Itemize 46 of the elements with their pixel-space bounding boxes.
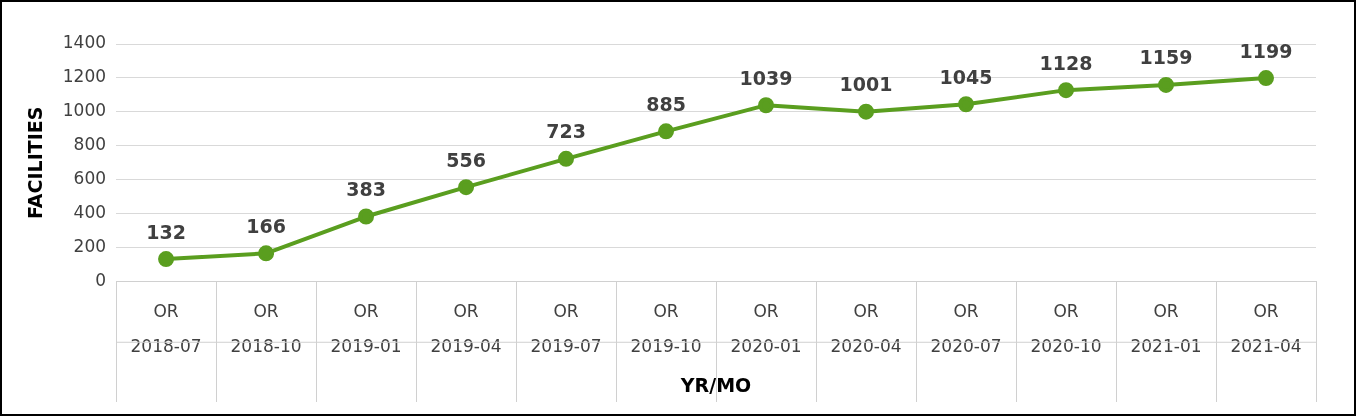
data-label: 723 [546, 120, 586, 143]
y-tick-label: 800 [73, 134, 107, 155]
y-tick-label: 1000 [62, 100, 107, 121]
x-tick-label: OR 2019-04 [430, 301, 502, 357]
data-label: 1045 [939, 65, 993, 88]
point [858, 103, 875, 120]
y-tick-label: 200 [73, 235, 107, 256]
data-label: 556 [446, 148, 486, 171]
data-label: 1159 [1139, 46, 1193, 69]
y-axis-title: FACILITIES [24, 106, 47, 219]
x-tick-label: OR 2019-10 [630, 301, 702, 357]
point [158, 251, 175, 268]
x-tick-label: OR 2019-01 [330, 301, 402, 357]
x-tick-label: OR 2021-01 [1130, 301, 1202, 357]
x-axis-title: YR/MO [679, 373, 752, 396]
x-tick-label: OR 2020-10 [1030, 301, 1102, 357]
point [1058, 82, 1075, 99]
y-tick-label: 400 [73, 202, 107, 223]
point [958, 96, 975, 113]
point [558, 150, 575, 167]
point [758, 97, 775, 114]
point [258, 245, 275, 262]
y-tick-label: 1400 [62, 32, 107, 53]
data-label: 1039 [739, 66, 793, 89]
x-tick-label: OR 2019-07 [530, 301, 602, 357]
x-tick-label: OR 2020-04 [830, 301, 902, 357]
y-tick-label: 0 [95, 269, 107, 290]
x-tick-label: OR 2018-07 [130, 301, 202, 357]
point [1258, 70, 1274, 87]
x-tick-label: OR 2021-04 [1230, 301, 1302, 357]
data-label: 1128 [1039, 51, 1093, 74]
point [1158, 76, 1175, 93]
data-label: 1001 [839, 73, 893, 96]
data-label: 885 [646, 92, 686, 115]
y-tick-label: 1200 [62, 66, 107, 87]
x-tick-label: OR 2018-10 [230, 301, 302, 357]
data-label: 166 [246, 214, 286, 237]
point [458, 179, 475, 196]
point [658, 123, 675, 140]
data-label: 383 [346, 177, 386, 200]
x-tick-label: OR 2020-07 [930, 301, 1002, 357]
data-label: 132 [146, 220, 186, 243]
y-tick-label: 600 [73, 168, 107, 189]
point [358, 208, 375, 225]
data-label: 1199 [1239, 39, 1293, 62]
x-tick-label: OR 2020-01 [730, 301, 802, 357]
